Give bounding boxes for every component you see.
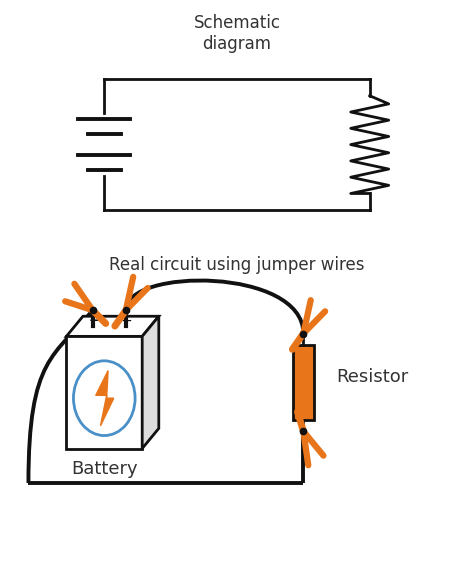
Text: −: − — [121, 313, 133, 328]
Polygon shape — [142, 316, 159, 448]
Polygon shape — [66, 316, 159, 336]
Text: Schematic
diagram: Schematic diagram — [193, 14, 281, 53]
Text: Real circuit using jumper wires: Real circuit using jumper wires — [109, 256, 365, 274]
Polygon shape — [66, 336, 142, 449]
Text: +: + — [88, 314, 99, 327]
Polygon shape — [96, 371, 114, 426]
Text: Resistor: Resistor — [337, 367, 409, 386]
Text: Battery: Battery — [71, 460, 137, 478]
Circle shape — [73, 361, 135, 436]
Polygon shape — [293, 345, 314, 420]
